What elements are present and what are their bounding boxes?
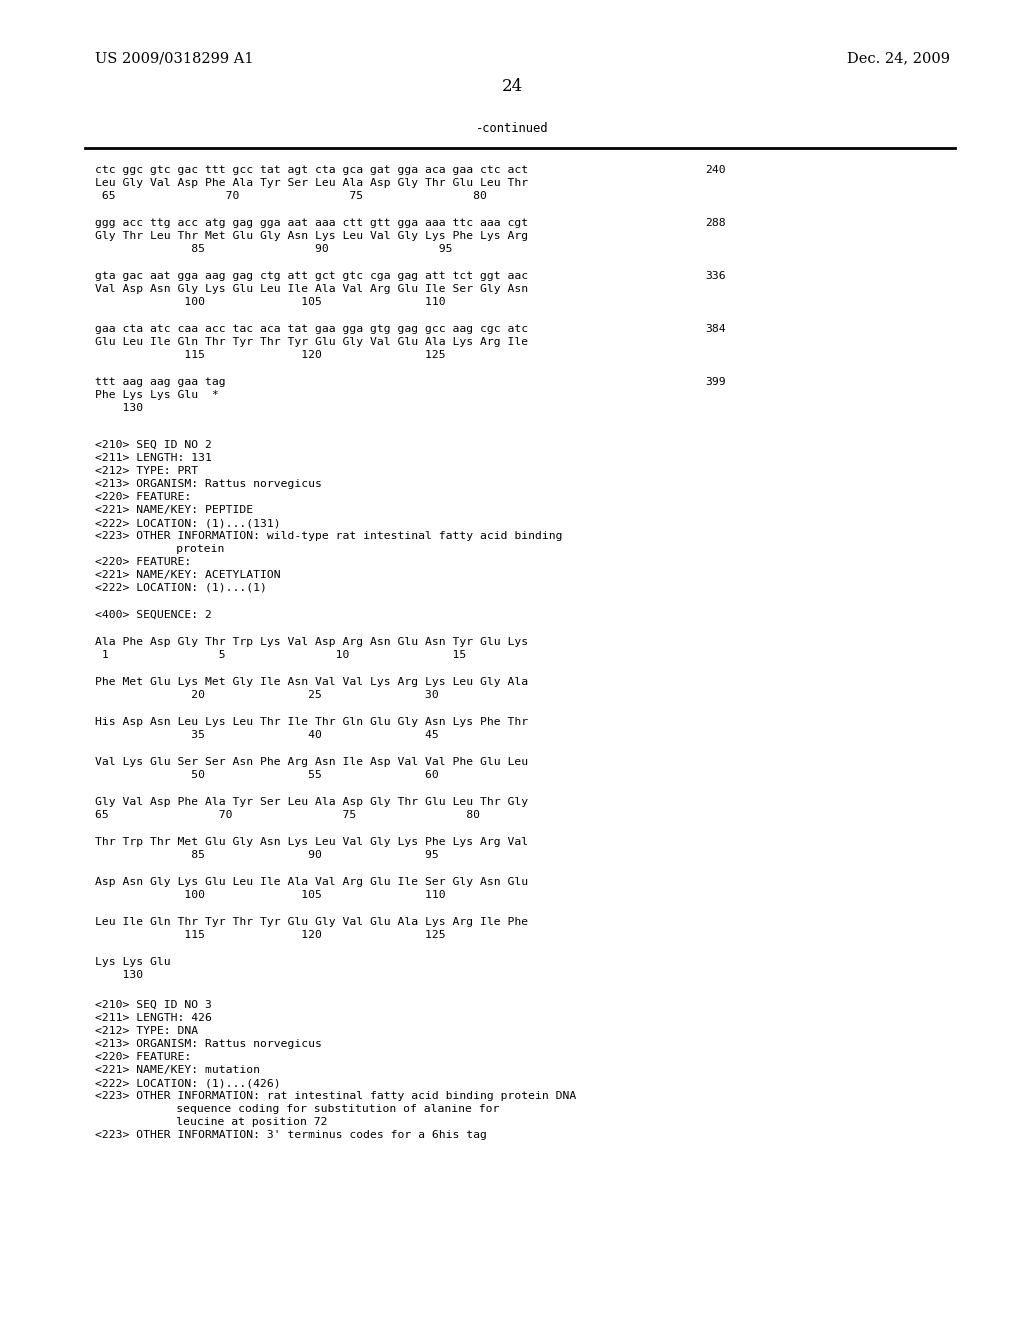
Text: <220> FEATURE:: <220> FEATURE: [95, 1052, 191, 1063]
Text: gaa cta atc caa acc tac aca tat gaa gga gtg gag gcc aag cgc atc: gaa cta atc caa acc tac aca tat gaa gga … [95, 323, 528, 334]
Text: <222> LOCATION: (1)...(131): <222> LOCATION: (1)...(131) [95, 517, 281, 528]
Text: <223> OTHER INFORMATION: rat intestinal fatty acid binding protein DNA: <223> OTHER INFORMATION: rat intestinal … [95, 1092, 577, 1101]
Text: 20               25               30: 20 25 30 [95, 690, 438, 700]
Text: ttt aag aag gaa tag: ttt aag aag gaa tag [95, 378, 225, 387]
Text: Lys Lys Glu: Lys Lys Glu [95, 957, 171, 968]
Text: 240: 240 [705, 165, 726, 176]
Text: Glu Leu Ile Gln Thr Tyr Thr Tyr Glu Gly Val Glu Ala Lys Arg Ile: Glu Leu Ile Gln Thr Tyr Thr Tyr Glu Gly … [95, 337, 528, 347]
Text: <210> SEQ ID NO 3: <210> SEQ ID NO 3 [95, 1001, 212, 1010]
Text: -continued: -continued [476, 121, 548, 135]
Text: 115              120               125: 115 120 125 [95, 931, 445, 940]
Text: <221> NAME/KEY: ACETYLATION: <221> NAME/KEY: ACETYLATION [95, 570, 281, 579]
Text: 85               90               95: 85 90 95 [95, 850, 438, 861]
Text: 399: 399 [705, 378, 726, 387]
Text: 115              120               125: 115 120 125 [95, 350, 445, 360]
Text: Ala Phe Asp Gly Thr Trp Lys Val Asp Arg Asn Glu Asn Tyr Glu Lys: Ala Phe Asp Gly Thr Trp Lys Val Asp Arg … [95, 638, 528, 647]
Text: <213> ORGANISM: Rattus norvegicus: <213> ORGANISM: Rattus norvegicus [95, 479, 322, 488]
Text: 50               55               60: 50 55 60 [95, 770, 438, 780]
Text: <221> NAME/KEY: mutation: <221> NAME/KEY: mutation [95, 1065, 260, 1074]
Text: 336: 336 [705, 271, 726, 281]
Text: 24: 24 [502, 78, 522, 95]
Text: ggg acc ttg acc atg gag gga aat aaa ctt gtt gga aaa ttc aaa cgt: ggg acc ttg acc atg gag gga aat aaa ctt … [95, 218, 528, 228]
Text: Val Lys Glu Ser Ser Asn Phe Arg Asn Ile Asp Val Val Phe Glu Leu: Val Lys Glu Ser Ser Asn Phe Arg Asn Ile … [95, 756, 528, 767]
Text: <221> NAME/KEY: PEPTIDE: <221> NAME/KEY: PEPTIDE [95, 506, 253, 515]
Text: <220> FEATURE:: <220> FEATURE: [95, 557, 191, 568]
Text: Phe Lys Lys Glu  *: Phe Lys Lys Glu * [95, 389, 219, 400]
Text: Gly Thr Leu Thr Met Glu Gly Asn Lys Leu Val Gly Lys Phe Lys Arg: Gly Thr Leu Thr Met Glu Gly Asn Lys Leu … [95, 231, 528, 242]
Text: 100              105               110: 100 105 110 [95, 890, 445, 900]
Text: Leu Ile Gln Thr Tyr Thr Tyr Glu Gly Val Glu Ala Lys Arg Ile Phe: Leu Ile Gln Thr Tyr Thr Tyr Glu Gly Val … [95, 917, 528, 927]
Text: Gly Val Asp Phe Ala Tyr Ser Leu Ala Asp Gly Thr Glu Leu Thr Gly: Gly Val Asp Phe Ala Tyr Ser Leu Ala Asp … [95, 797, 528, 807]
Text: ctc ggc gtc gac ttt gcc tat agt cta gca gat gga aca gaa ctc act: ctc ggc gtc gac ttt gcc tat agt cta gca … [95, 165, 528, 176]
Text: <212> TYPE: DNA: <212> TYPE: DNA [95, 1026, 198, 1036]
Text: Dec. 24, 2009: Dec. 24, 2009 [847, 51, 950, 65]
Text: <220> FEATURE:: <220> FEATURE: [95, 492, 191, 502]
Text: 85                90                95: 85 90 95 [95, 244, 453, 253]
Text: gta gac aat gga aag gag ctg att gct gtc cga gag att tct ggt aac: gta gac aat gga aag gag ctg att gct gtc … [95, 271, 528, 281]
Text: US 2009/0318299 A1: US 2009/0318299 A1 [95, 51, 254, 65]
Text: 65                70                75                80: 65 70 75 80 [95, 191, 486, 201]
Text: 384: 384 [705, 323, 726, 334]
Text: <223> OTHER INFORMATION: 3' terminus codes for a 6his tag: <223> OTHER INFORMATION: 3' terminus cod… [95, 1130, 486, 1140]
Text: sequence coding for substitution of alanine for: sequence coding for substitution of alan… [135, 1104, 500, 1114]
Text: <222> LOCATION: (1)...(1): <222> LOCATION: (1)...(1) [95, 583, 267, 593]
Text: protein: protein [135, 544, 224, 554]
Text: <222> LOCATION: (1)...(426): <222> LOCATION: (1)...(426) [95, 1078, 281, 1088]
Text: Val Asp Asn Gly Lys Glu Leu Ile Ala Val Arg Glu Ile Ser Gly Asn: Val Asp Asn Gly Lys Glu Leu Ile Ala Val … [95, 284, 528, 294]
Text: <210> SEQ ID NO 2: <210> SEQ ID NO 2 [95, 440, 212, 450]
Text: 35               40               45: 35 40 45 [95, 730, 438, 741]
Text: <211> LENGTH: 426: <211> LENGTH: 426 [95, 1012, 212, 1023]
Text: leucine at position 72: leucine at position 72 [135, 1117, 328, 1127]
Text: 100              105               110: 100 105 110 [95, 297, 445, 308]
Text: 130: 130 [95, 970, 143, 979]
Text: Phe Met Glu Lys Met Gly Ile Asn Val Val Lys Arg Lys Leu Gly Ala: Phe Met Glu Lys Met Gly Ile Asn Val Val … [95, 677, 528, 686]
Text: Thr Trp Thr Met Glu Gly Asn Lys Leu Val Gly Lys Phe Lys Arg Val: Thr Trp Thr Met Glu Gly Asn Lys Leu Val … [95, 837, 528, 847]
Text: 65                70                75                80: 65 70 75 80 [95, 810, 480, 820]
Text: <211> LENGTH: 131: <211> LENGTH: 131 [95, 453, 212, 463]
Text: 1                5                10               15: 1 5 10 15 [95, 649, 466, 660]
Text: 288: 288 [705, 218, 726, 228]
Text: <213> ORGANISM: Rattus norvegicus: <213> ORGANISM: Rattus norvegicus [95, 1039, 322, 1049]
Text: Asp Asn Gly Lys Glu Leu Ile Ala Val Arg Glu Ile Ser Gly Asn Glu: Asp Asn Gly Lys Glu Leu Ile Ala Val Arg … [95, 876, 528, 887]
Text: <212> TYPE: PRT: <212> TYPE: PRT [95, 466, 198, 477]
Text: <223> OTHER INFORMATION: wild-type rat intestinal fatty acid binding: <223> OTHER INFORMATION: wild-type rat i… [95, 531, 562, 541]
Text: Leu Gly Val Asp Phe Ala Tyr Ser Leu Ala Asp Gly Thr Glu Leu Thr: Leu Gly Val Asp Phe Ala Tyr Ser Leu Ala … [95, 178, 528, 187]
Text: His Asp Asn Leu Lys Leu Thr Ile Thr Gln Glu Gly Asn Lys Phe Thr: His Asp Asn Leu Lys Leu Thr Ile Thr Gln … [95, 717, 528, 727]
Text: <400> SEQUENCE: 2: <400> SEQUENCE: 2 [95, 610, 212, 620]
Text: 130: 130 [95, 403, 143, 413]
